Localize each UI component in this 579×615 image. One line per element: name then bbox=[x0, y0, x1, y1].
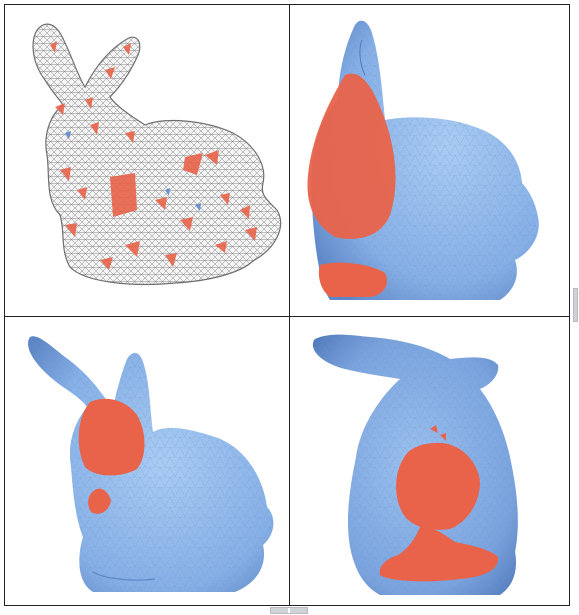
vertical-scrollbar-thumb[interactable] bbox=[573, 288, 578, 322]
image-grid bbox=[4, 4, 570, 606]
front-view-panel bbox=[5, 317, 290, 605]
back-view-bunny-image bbox=[312, 334, 518, 595]
back-view-panel bbox=[290, 317, 569, 605]
front-view-bunny-image bbox=[28, 336, 274, 592]
wireframe-bunny-image bbox=[32, 23, 282, 286]
wireframe-view-panel bbox=[5, 5, 290, 317]
horizontal-scrollbar-thumb[interactable] bbox=[270, 607, 308, 614]
side-view-panel bbox=[290, 5, 569, 317]
side-view-bunny-image bbox=[307, 20, 539, 301]
